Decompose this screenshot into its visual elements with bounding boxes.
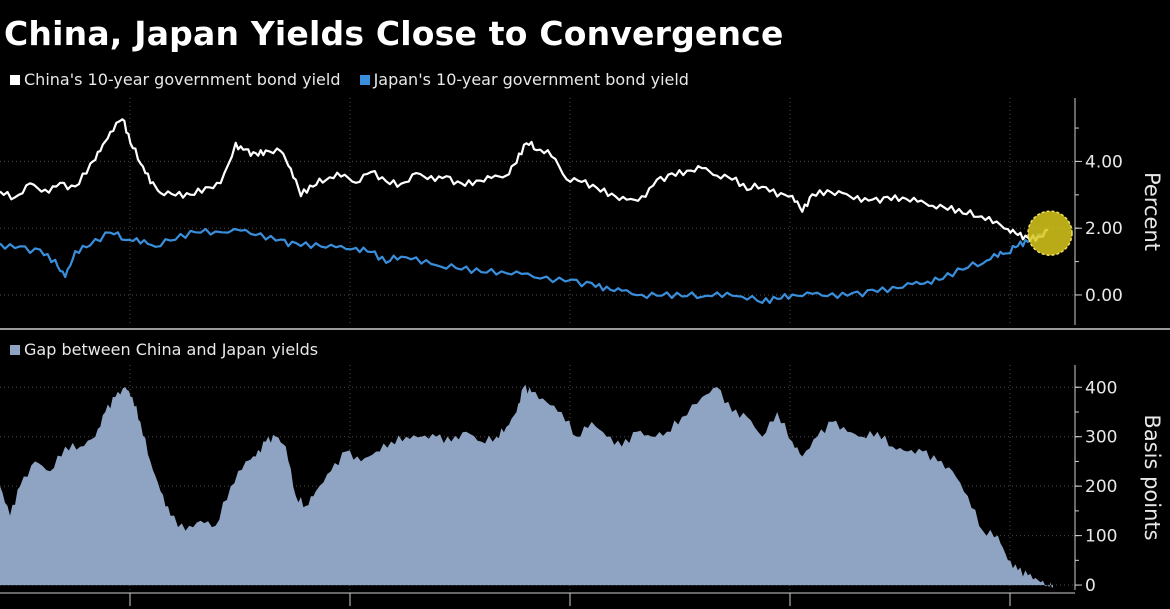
legend-label-gap: Gap between China and Japan yields (24, 340, 319, 359)
japan-yield-line (0, 227, 1049, 305)
y-tick-label: 300 (1085, 428, 1117, 448)
y-tick-label: 0 (1085, 576, 1096, 596)
y-axis-title: Basis points (1140, 414, 1164, 540)
legend-label-china: China's 10-year government bond yield (24, 70, 341, 89)
y-tick-label: 400 (1085, 378, 1117, 398)
y-tick-label: 2.00 (1085, 219, 1123, 239)
y-tick-label: 100 (1085, 527, 1117, 547)
china-yield-line (0, 118, 1049, 243)
convergence-highlight (1027, 210, 1073, 256)
y-tick-label: 0.00 (1085, 286, 1123, 306)
legend-item-japan: Japan's 10-year government bond yield (359, 70, 689, 89)
legend-swatch-japan (359, 75, 370, 85)
legend-item-gap: Gap between China and Japan yields (10, 340, 318, 359)
legend-top: China's 10-year government bond yield Ja… (10, 70, 703, 89)
gap-area (0, 384, 1053, 588)
chart-title: China, Japan Yields Close to Convergence (4, 14, 784, 53)
legend-bottom: Gap between China and Japan yields (10, 340, 332, 359)
legend-item-china: China's 10-year government bond yield (10, 70, 340, 89)
y-tick-label: 200 (1085, 477, 1117, 497)
legend-swatch-gap (10, 345, 20, 355)
y-tick-label: 4.00 (1085, 152, 1123, 172)
y-axis-title: Percent (1140, 172, 1164, 251)
legend-swatch-china (10, 75, 20, 85)
legend-label-japan: Japan's 10-year government bond yield (373, 70, 689, 89)
